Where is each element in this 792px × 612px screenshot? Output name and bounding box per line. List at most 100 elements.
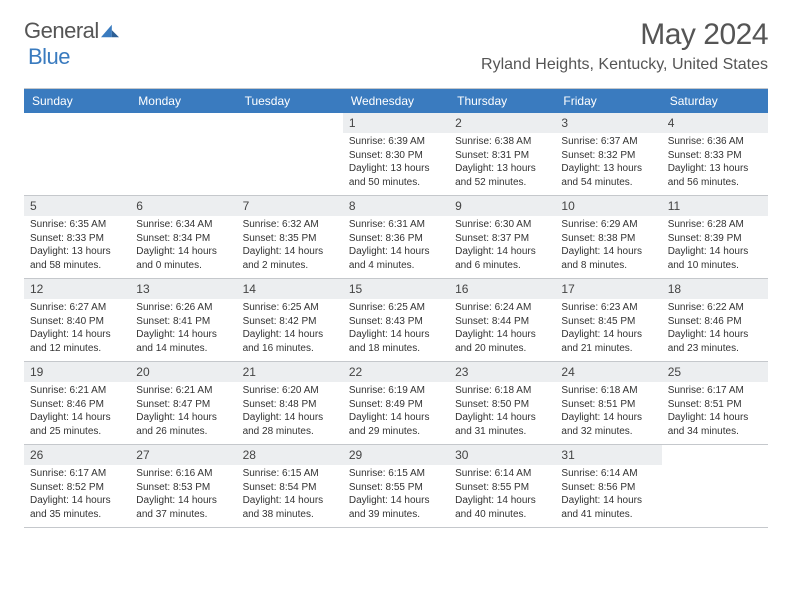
daylight-text: Daylight: 14 hours and 2 minutes. (243, 245, 337, 272)
logo-triangle-icon (101, 24, 119, 38)
day-details: Sunrise: 6:27 AMSunset: 8:40 PMDaylight:… (24, 299, 130, 361)
day-number: 15 (343, 279, 449, 299)
sunrise-text: Sunrise: 6:39 AM (349, 135, 443, 149)
day-cell: 2Sunrise: 6:38 AMSunset: 8:31 PMDaylight… (449, 113, 555, 195)
day-details: Sunrise: 6:37 AMSunset: 8:32 PMDaylight:… (555, 133, 661, 195)
calendar: Sunday Monday Tuesday Wednesday Thursday… (24, 88, 768, 528)
sunset-text: Sunset: 8:44 PM (455, 315, 549, 329)
day-number: 28 (237, 445, 343, 465)
day-header: Thursday (449, 89, 555, 113)
sunset-text: Sunset: 8:54 PM (243, 481, 337, 495)
sunrise-text: Sunrise: 6:38 AM (455, 135, 549, 149)
day-number: 31 (555, 445, 661, 465)
sunset-text: Sunset: 8:46 PM (30, 398, 124, 412)
sunset-text: Sunset: 8:38 PM (561, 232, 655, 246)
day-number: 30 (449, 445, 555, 465)
day-number: 24 (555, 362, 661, 382)
daylight-text: Daylight: 14 hours and 23 minutes. (668, 328, 762, 355)
daylight-text: Daylight: 14 hours and 6 minutes. (455, 245, 549, 272)
day-cell: 28Sunrise: 6:15 AMSunset: 8:54 PMDayligh… (237, 445, 343, 527)
page-header: General May 2024 Ryland Heights, Kentuck… (0, 0, 792, 80)
day-details: Sunrise: 6:18 AMSunset: 8:50 PMDaylight:… (449, 382, 555, 444)
title-block: May 2024 Ryland Heights, Kentucky, Unite… (481, 18, 768, 74)
logo-text-2: Blue (28, 44, 70, 69)
day-cell: 7Sunrise: 6:32 AMSunset: 8:35 PMDaylight… (237, 196, 343, 278)
sunrise-text: Sunrise: 6:36 AM (668, 135, 762, 149)
day-number: 2 (449, 113, 555, 133)
day-number: 9 (449, 196, 555, 216)
sunset-text: Sunset: 8:52 PM (30, 481, 124, 495)
daylight-text: Daylight: 14 hours and 31 minutes. (455, 411, 549, 438)
day-cell: 17Sunrise: 6:23 AMSunset: 8:45 PMDayligh… (555, 279, 661, 361)
day-details: Sunrise: 6:15 AMSunset: 8:54 PMDaylight:… (237, 465, 343, 527)
sunset-text: Sunset: 8:37 PM (455, 232, 549, 246)
day-details: Sunrise: 6:34 AMSunset: 8:34 PMDaylight:… (130, 216, 236, 278)
sunrise-text: Sunrise: 6:14 AM (455, 467, 549, 481)
day-number: 14 (237, 279, 343, 299)
sunrise-text: Sunrise: 6:30 AM (455, 218, 549, 232)
day-details: Sunrise: 6:25 AMSunset: 8:42 PMDaylight:… (237, 299, 343, 361)
day-details: Sunrise: 6:30 AMSunset: 8:37 PMDaylight:… (449, 216, 555, 278)
day-header: Monday (130, 89, 236, 113)
day-number: 6 (130, 196, 236, 216)
day-cell: 19Sunrise: 6:21 AMSunset: 8:46 PMDayligh… (24, 362, 130, 444)
day-cell (130, 113, 236, 195)
sunrise-text: Sunrise: 6:26 AM (136, 301, 230, 315)
day-number (130, 113, 236, 133)
day-header: Friday (555, 89, 661, 113)
sunset-text: Sunset: 8:40 PM (30, 315, 124, 329)
day-header: Wednesday (343, 89, 449, 113)
sunset-text: Sunset: 8:42 PM (243, 315, 337, 329)
daylight-text: Daylight: 14 hours and 34 minutes. (668, 411, 762, 438)
sunrise-text: Sunrise: 6:32 AM (243, 218, 337, 232)
day-number: 19 (24, 362, 130, 382)
day-cell: 20Sunrise: 6:21 AMSunset: 8:47 PMDayligh… (130, 362, 236, 444)
sunset-text: Sunset: 8:53 PM (136, 481, 230, 495)
week-row: 1Sunrise: 6:39 AMSunset: 8:30 PMDaylight… (24, 113, 768, 196)
day-details: Sunrise: 6:19 AMSunset: 8:49 PMDaylight:… (343, 382, 449, 444)
sunset-text: Sunset: 8:30 PM (349, 149, 443, 163)
daylight-text: Daylight: 14 hours and 26 minutes. (136, 411, 230, 438)
day-number: 20 (130, 362, 236, 382)
day-number (662, 445, 768, 465)
day-cell: 11Sunrise: 6:28 AMSunset: 8:39 PMDayligh… (662, 196, 768, 278)
day-cell: 18Sunrise: 6:22 AMSunset: 8:46 PMDayligh… (662, 279, 768, 361)
daylight-text: Daylight: 13 hours and 54 minutes. (561, 162, 655, 189)
sunset-text: Sunset: 8:49 PM (349, 398, 443, 412)
day-number: 3 (555, 113, 661, 133)
day-number: 13 (130, 279, 236, 299)
day-number: 29 (343, 445, 449, 465)
month-title: May 2024 (481, 18, 768, 52)
sunset-text: Sunset: 8:51 PM (668, 398, 762, 412)
sunrise-text: Sunrise: 6:37 AM (561, 135, 655, 149)
day-details: Sunrise: 6:17 AMSunset: 8:51 PMDaylight:… (662, 382, 768, 444)
daylight-text: Daylight: 13 hours and 50 minutes. (349, 162, 443, 189)
daylight-text: Daylight: 14 hours and 41 minutes. (561, 494, 655, 521)
day-cell: 6Sunrise: 6:34 AMSunset: 8:34 PMDaylight… (130, 196, 236, 278)
daylight-text: Daylight: 14 hours and 40 minutes. (455, 494, 549, 521)
day-cell: 29Sunrise: 6:15 AMSunset: 8:55 PMDayligh… (343, 445, 449, 527)
daylight-text: Daylight: 14 hours and 14 minutes. (136, 328, 230, 355)
sunrise-text: Sunrise: 6:29 AM (561, 218, 655, 232)
day-header-row: Sunday Monday Tuesday Wednesday Thursday… (24, 89, 768, 113)
sunset-text: Sunset: 8:47 PM (136, 398, 230, 412)
day-cell: 3Sunrise: 6:37 AMSunset: 8:32 PMDaylight… (555, 113, 661, 195)
day-details: Sunrise: 6:29 AMSunset: 8:38 PMDaylight:… (555, 216, 661, 278)
day-number: 21 (237, 362, 343, 382)
day-cell (24, 113, 130, 195)
day-details: Sunrise: 6:38 AMSunset: 8:31 PMDaylight:… (449, 133, 555, 195)
day-cell (662, 445, 768, 527)
sunset-text: Sunset: 8:32 PM (561, 149, 655, 163)
daylight-text: Daylight: 14 hours and 18 minutes. (349, 328, 443, 355)
day-details: Sunrise: 6:22 AMSunset: 8:46 PMDaylight:… (662, 299, 768, 361)
location-text: Ryland Heights, Kentucky, United States (481, 56, 768, 74)
day-details: Sunrise: 6:36 AMSunset: 8:33 PMDaylight:… (662, 133, 768, 195)
day-number (237, 113, 343, 133)
sunrise-text: Sunrise: 6:15 AM (349, 467, 443, 481)
daylight-text: Daylight: 14 hours and 4 minutes. (349, 245, 443, 272)
sunset-text: Sunset: 8:50 PM (455, 398, 549, 412)
sunset-text: Sunset: 8:55 PM (349, 481, 443, 495)
daylight-text: Daylight: 14 hours and 16 minutes. (243, 328, 337, 355)
sunrise-text: Sunrise: 6:27 AM (30, 301, 124, 315)
sunrise-text: Sunrise: 6:22 AM (668, 301, 762, 315)
